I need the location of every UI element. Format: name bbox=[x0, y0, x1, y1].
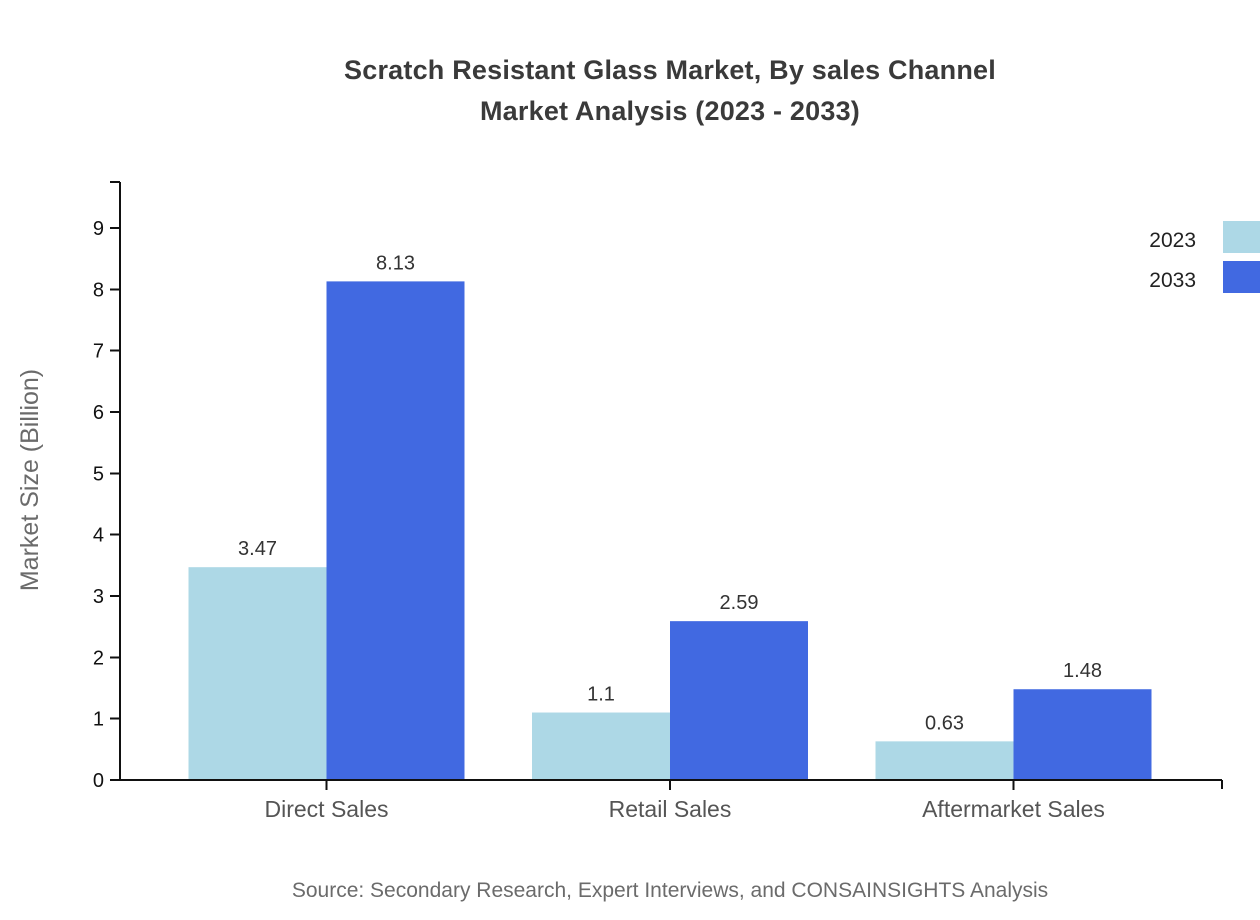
y-axis-tick-label: 8 bbox=[93, 279, 104, 301]
x-axis-category-label-aftermarket-sales: Aftermarket Sales bbox=[922, 796, 1105, 822]
bar-2023-aftermarket-sales[interactable] bbox=[875, 741, 1014, 780]
y-axis-tick-label: 1 bbox=[93, 709, 104, 731]
y-axis-tick-label: 4 bbox=[93, 525, 104, 547]
y-axis-title: Market Size (Billion) bbox=[16, 369, 44, 591]
bar-2033-direct-sales[interactable] bbox=[326, 281, 465, 780]
y-axis-tick-label: 9 bbox=[93, 218, 104, 240]
bar-value-label: 1.1 bbox=[587, 684, 615, 706]
bar-value-label: 1.48 bbox=[1063, 660, 1102, 682]
chart-title: Scratch Resistant Glass Market, By sales… bbox=[80, 50, 1260, 132]
x-axis-category-label-direct-sales: Direct Sales bbox=[265, 796, 389, 822]
y-axis-tick-label: 0 bbox=[93, 770, 104, 792]
bar-2023-direct-sales[interactable] bbox=[188, 567, 327, 780]
x-axis-category-label-retail-sales: Retail Sales bbox=[609, 796, 732, 822]
y-axis-tick-label: 2 bbox=[93, 647, 104, 669]
y-axis-tick-label: 6 bbox=[93, 402, 104, 424]
bar-2023-retail-sales[interactable] bbox=[532, 712, 670, 780]
y-axis-tick-label: 7 bbox=[93, 341, 104, 363]
bar-value-label: 0.63 bbox=[925, 712, 964, 734]
chart-title-line2: Market Analysis (2023 - 2033) bbox=[479, 96, 860, 126]
legend-label-2023[interactable]: 2023 bbox=[1149, 229, 1196, 252]
bar-2033-retail-sales[interactable] bbox=[670, 621, 808, 780]
source-note: Source: Secondary Research, Expert Inter… bbox=[291, 879, 1049, 902]
y-axis-tick-label: 3 bbox=[93, 586, 104, 608]
y-axis-tick-label: 5 bbox=[93, 463, 104, 485]
legend-label-2033[interactable]: 2033 bbox=[1149, 269, 1196, 292]
bar-value-label: 3.47 bbox=[238, 538, 277, 560]
chart-title-line1: Scratch Resistant Glass Market, By sales… bbox=[344, 55, 996, 85]
bar-value-label: 2.59 bbox=[720, 592, 759, 614]
bar-2033-aftermarket-sales[interactable] bbox=[1013, 689, 1152, 780]
legend-swatch-2023[interactable] bbox=[1223, 221, 1260, 253]
legend-swatch-2033[interactable] bbox=[1223, 261, 1260, 293]
bar-value-label: 8.13 bbox=[376, 252, 415, 274]
